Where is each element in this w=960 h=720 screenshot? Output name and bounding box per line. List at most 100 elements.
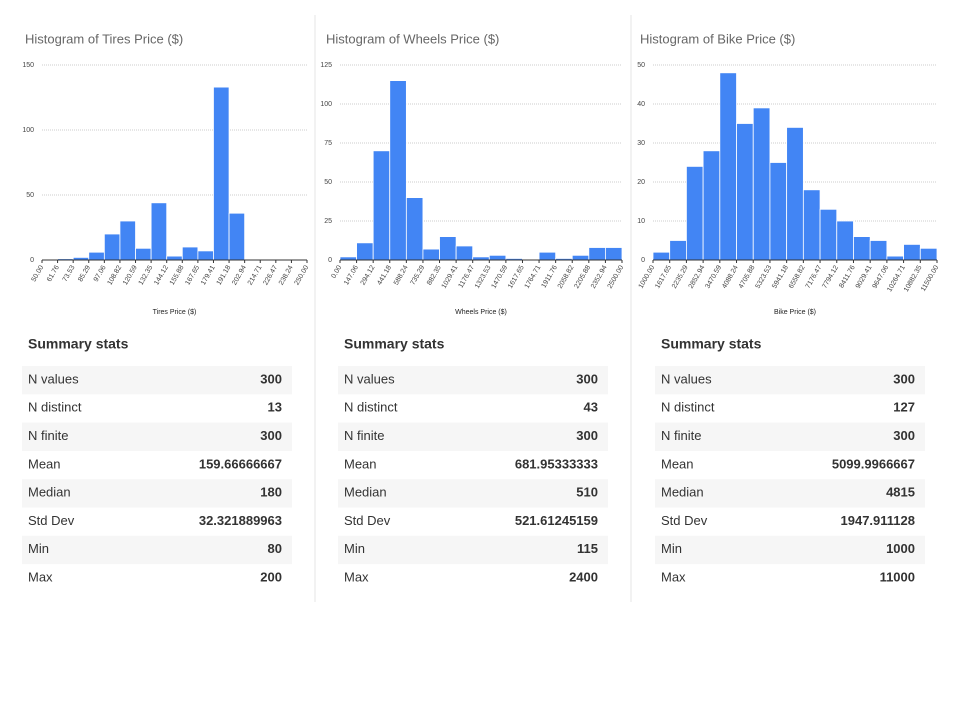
row-label: N values <box>661 371 712 386</box>
bar <box>488 254 507 261</box>
y-tick-label: 75 <box>324 140 332 147</box>
row-background <box>338 366 608 395</box>
row-background <box>338 479 608 508</box>
row-value: 300 <box>893 428 915 443</box>
y-tick-label: 150 <box>22 62 34 69</box>
y-tick-label: 30 <box>637 140 645 147</box>
bar <box>853 236 871 261</box>
x-tick-label: 191.18 <box>216 264 233 286</box>
y-tick-label: 100 <box>320 101 332 108</box>
row-label: N finite <box>344 428 384 443</box>
bar <box>119 220 136 261</box>
x-tick-label: 0.00 <box>330 264 343 279</box>
bar <box>538 251 557 261</box>
bar <box>605 247 623 261</box>
x-tick-label: 179.41 <box>200 264 217 286</box>
summary-heading: Summary stats <box>28 336 129 352</box>
row-value: 681.95333333 <box>515 456 598 471</box>
bar <box>166 255 183 261</box>
x-tick-label: 202.94 <box>231 264 248 286</box>
row-label: N distinct <box>344 400 398 415</box>
y-tick-label: 40 <box>637 101 645 108</box>
row-label: Max <box>28 570 53 585</box>
x-tick-label: 108.82 <box>106 264 123 286</box>
row-label: Std Dev <box>28 513 75 528</box>
y-tick-label: 0 <box>328 257 332 264</box>
row-background <box>22 479 292 508</box>
row-label: Max <box>344 570 369 585</box>
row-label: Min <box>28 541 49 556</box>
row-label: Max <box>661 570 686 585</box>
row-value: 80 <box>268 541 282 556</box>
y-tick-label: 10 <box>637 218 645 225</box>
bar <box>736 123 754 261</box>
bar <box>372 150 391 261</box>
bar <box>455 245 474 261</box>
row-label: N values <box>28 371 79 386</box>
row-value: 180 <box>260 485 282 500</box>
x-tick-label: 97.06 <box>93 264 108 283</box>
x-tick-label: 882.35 <box>426 264 443 286</box>
summary-heading: Summary stats <box>344 336 445 352</box>
x-tick-label: 238.24 <box>278 264 295 286</box>
x-axis-title: Wheels Price ($) <box>455 309 507 316</box>
x-tick-label: 73.53 <box>62 264 77 283</box>
row-background <box>22 422 292 451</box>
y-tick-label: 50 <box>637 62 645 69</box>
bar <box>836 220 854 261</box>
bar <box>571 254 590 261</box>
bar <box>213 86 230 261</box>
x-tick-label: 147.06 <box>343 264 360 286</box>
row-label: N finite <box>661 428 701 443</box>
x-tick-label: 588.24 <box>393 264 410 286</box>
bar <box>88 251 105 261</box>
row-value: 300 <box>260 428 282 443</box>
row-label: Mean <box>661 456 694 471</box>
row-value: 43 <box>584 400 598 415</box>
row-value: 200 <box>260 570 282 585</box>
row-label: N finite <box>28 428 68 443</box>
row-label: N values <box>344 371 395 386</box>
x-axis-title: Tires Price ($) <box>153 309 197 316</box>
bar <box>702 150 721 261</box>
summary-heading: Summary stats <box>661 336 762 352</box>
bar <box>886 255 904 261</box>
bar <box>919 247 938 261</box>
bar <box>356 242 374 261</box>
row-background <box>655 479 925 508</box>
x-tick-label: 120.59 <box>122 264 139 286</box>
y-tick-label: 0 <box>641 257 645 264</box>
row-value: 11000 <box>880 570 915 585</box>
bar <box>652 251 671 261</box>
bar <box>686 165 704 261</box>
x-axis-title: Bike Price ($) <box>774 309 816 316</box>
x-tick-label: 2500.00 <box>607 264 626 290</box>
row-label: Min <box>661 541 682 556</box>
x-tick-label: 294.12 <box>360 264 377 286</box>
bar <box>150 202 168 261</box>
row-value: 2400 <box>569 570 598 585</box>
bar <box>103 233 121 261</box>
row-value: 13 <box>268 400 282 415</box>
row-value: 4815 <box>886 485 915 500</box>
x-tick-label: 250.00 <box>294 264 311 286</box>
row-background <box>22 366 292 395</box>
row-label: Median <box>661 485 704 500</box>
row-label: Mean <box>344 456 377 471</box>
row-label: N distinct <box>28 400 82 415</box>
row-background <box>338 535 608 565</box>
row-value: 32.321889963 <box>199 513 282 528</box>
row-value: 127 <box>893 400 915 415</box>
x-tick-label: 214.71 <box>247 264 264 286</box>
row-value: 5099.9966667 <box>832 456 915 471</box>
bar <box>389 80 407 261</box>
row-value: 1000 <box>886 541 915 556</box>
bar <box>869 240 888 261</box>
row-value: 300 <box>576 371 598 386</box>
bar <box>422 248 440 261</box>
x-tick-label: 144.12 <box>153 264 170 286</box>
row-value: 115 <box>577 541 598 556</box>
y-tick-label: 0 <box>30 257 34 264</box>
row-label: Std Dev <box>661 513 708 528</box>
